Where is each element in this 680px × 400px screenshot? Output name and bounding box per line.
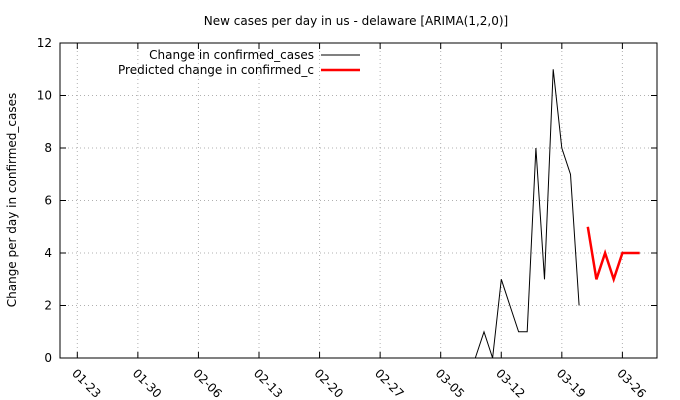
legend-label: Predicted change in confirmed_c (118, 63, 314, 77)
legend-label: Change in confirmed_cases (149, 48, 314, 62)
y-tick-label: 0 (44, 351, 52, 365)
series-line (474, 69, 580, 359)
series-line (586, 226, 640, 284)
x-tick-label: 03-26 (614, 366, 649, 400)
x-tick-label: 02-06 (190, 366, 225, 400)
plot-frame (59, 42, 658, 359)
x-tick-label: 02-20 (311, 366, 346, 400)
x-tick-label: 02-13 (251, 366, 286, 400)
plot-area: 0 2 4 6 8 10 12 01-23 01-30 02-06 02-13 02-20 02-27 0… (37, 36, 658, 400)
y-tick-label: 12 (37, 36, 52, 50)
x-tick-label: 03-12 (493, 366, 528, 400)
chart-title: New cases per day in us - delaware [ARIM… (204, 14, 508, 28)
y-axis-label: Change per day in confirmed_cases (5, 93, 19, 308)
x-tick-label: 03-05 (433, 366, 468, 400)
y-tick-label: 4 (44, 246, 52, 260)
y-tick-label: 2 (44, 299, 52, 313)
x-tick-label: 02-27 (372, 366, 407, 400)
y-tick-label: 6 (44, 194, 52, 208)
y-tick-label: 10 (37, 89, 52, 103)
x-tick-label: 01-30 (130, 366, 165, 400)
x-tick-label: 01-23 (69, 366, 104, 400)
x-tick-label: 03-19 (554, 366, 589, 400)
y-tick-label: 8 (44, 141, 52, 155)
